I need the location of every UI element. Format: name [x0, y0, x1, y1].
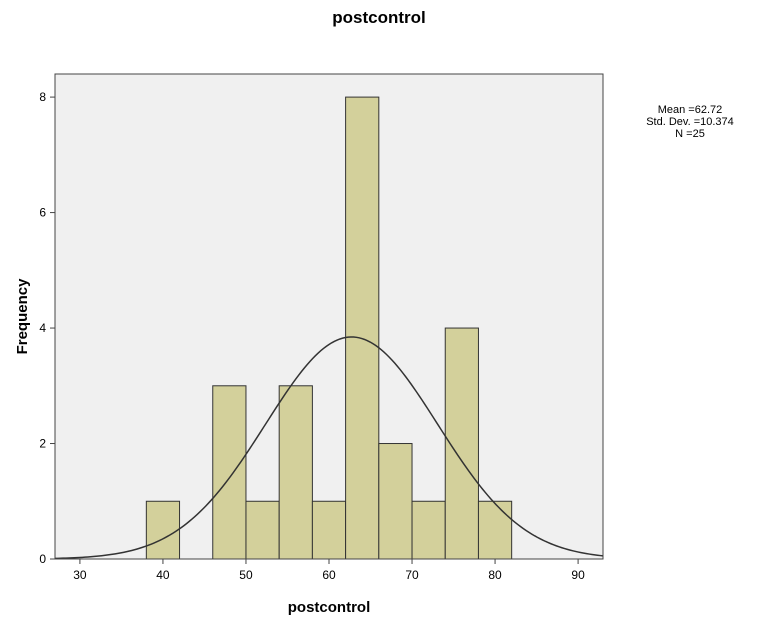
y-tick-label: 0 — [39, 552, 46, 566]
stats-n: N =25 — [675, 128, 705, 140]
x-tick-label: 80 — [488, 568, 502, 582]
histogram-bar-7 — [378, 443, 413, 560]
chart-title: postcontrol — [332, 8, 426, 27]
bars-group — [145, 96, 513, 560]
y-tick-label: 2 — [39, 437, 46, 451]
y-axis-title: Frequency — [14, 278, 31, 355]
stats-legend: Mean =62.72 Std. Dev. =10.374 N =25 — [630, 104, 750, 140]
histogram-bar-1 — [145, 500, 181, 560]
histogram-bar-5 — [311, 500, 347, 560]
y-tick-label: 4 — [39, 321, 46, 335]
histogram-bar-6 — [345, 96, 380, 560]
x-tick-label: 50 — [239, 568, 253, 582]
x-tick-label: 70 — [405, 568, 419, 582]
stats-mean: Mean =62.72 — [657, 104, 723, 116]
plot-background — [55, 74, 603, 559]
x-tick-label: 60 — [322, 568, 336, 582]
normal-curve — [54, 336, 604, 560]
histogram-bar-3 — [245, 500, 280, 560]
histogram-bar-8 — [411, 500, 446, 560]
x-tick-label: 40 — [156, 568, 170, 582]
x-axis-title: postcontrol — [288, 599, 371, 616]
y-tick-label: 6 — [39, 206, 46, 220]
y-tick-label: 8 — [39, 90, 46, 104]
histogram-bar-10 — [477, 500, 513, 560]
stats-sd: Std. Dev. =10.374 — [646, 116, 734, 128]
x-axis-ticks: 30 40 50 60 70 80 90 — [73, 559, 585, 582]
x-tick-label: 30 — [73, 568, 87, 582]
histogram-bar-4 — [278, 385, 313, 560]
y-axis-ticks: 0 2 4 6 8 — [39, 90, 55, 566]
x-tick-label: 90 — [571, 568, 585, 582]
histogram-bar-2 — [212, 385, 247, 560]
